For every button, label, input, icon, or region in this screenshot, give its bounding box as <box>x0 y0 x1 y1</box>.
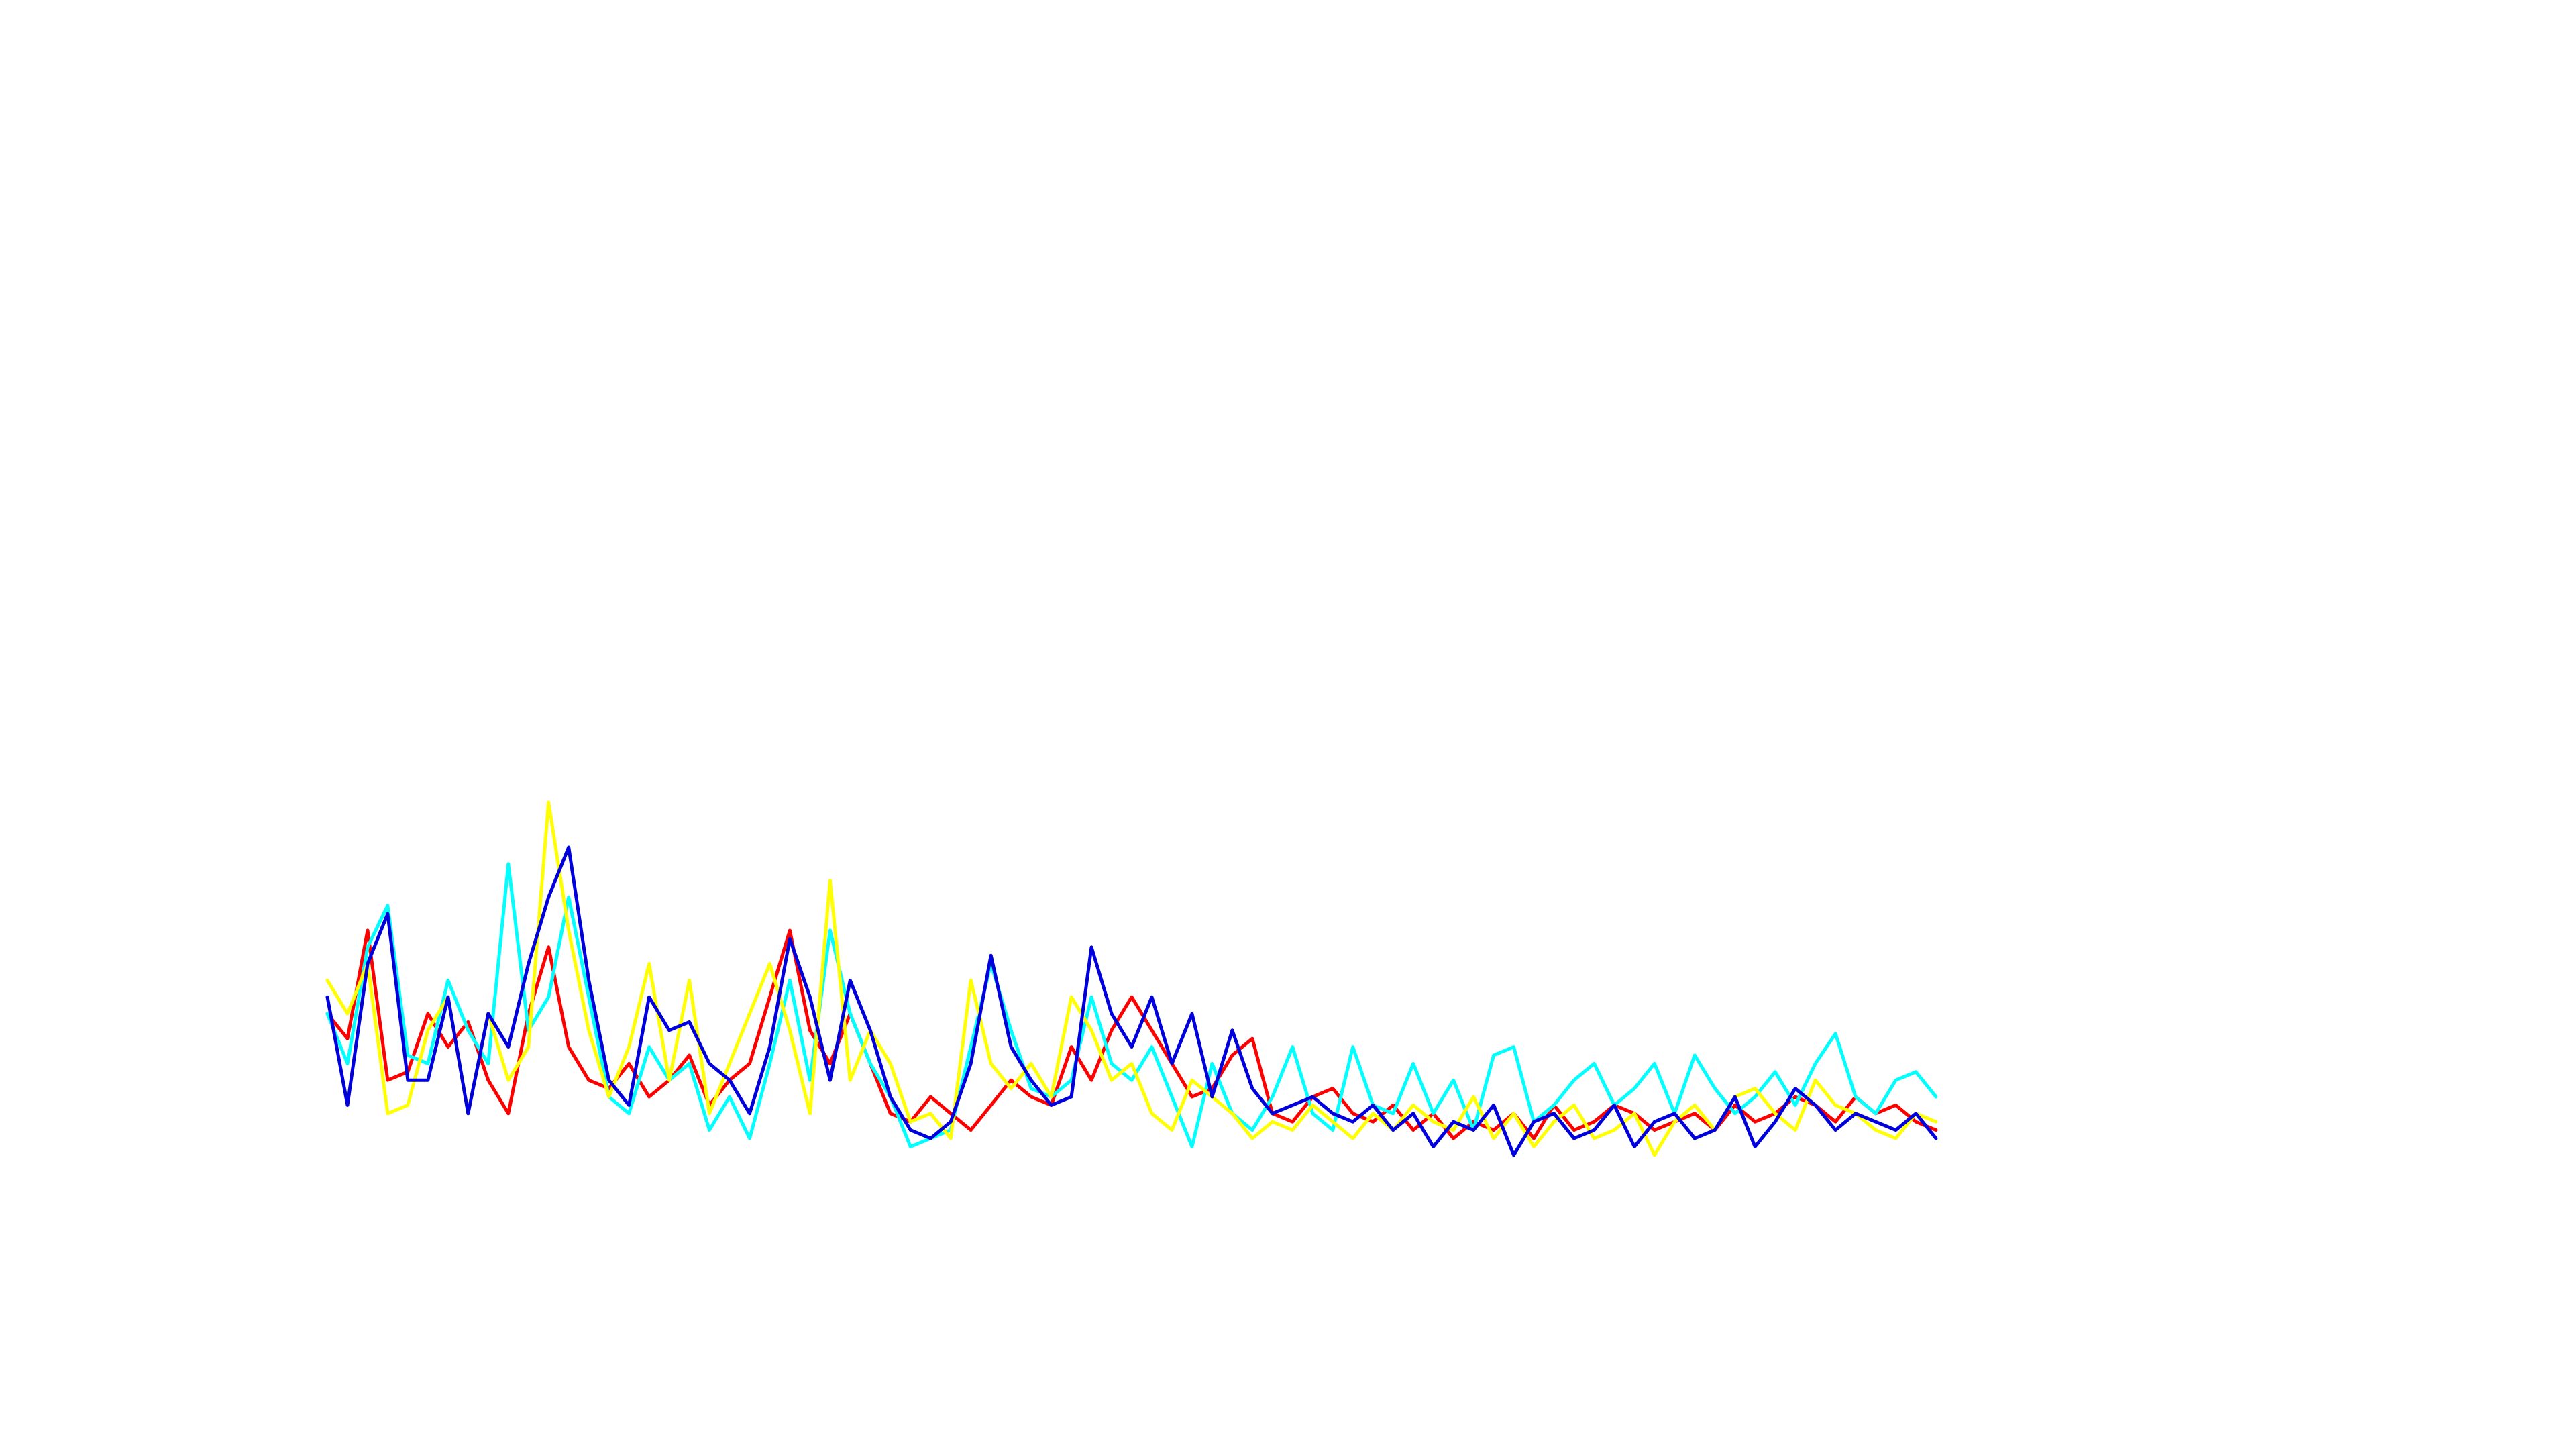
series-line <box>325 845 1938 1157</box>
series-line <box>325 862 1938 1148</box>
series-line <box>325 800 1938 1157</box>
series-line <box>325 928 1938 1140</box>
